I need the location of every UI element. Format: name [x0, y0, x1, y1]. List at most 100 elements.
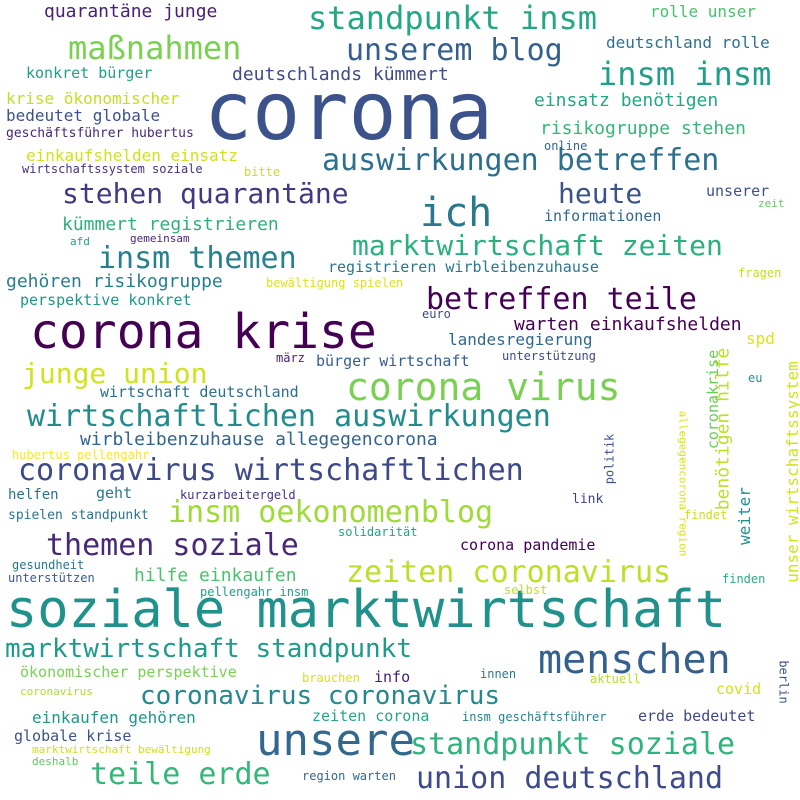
cloud-word: coronavirus coronavirus	[140, 681, 501, 711]
cloud-word: berlin	[776, 660, 791, 704]
cloud-word: auswirkungen betreffen	[322, 143, 720, 178]
cloud-word: union deutschland	[416, 761, 724, 796]
cloud-word: wirbleibenzuhause allegegencorona	[80, 429, 438, 450]
cloud-word: region warten	[302, 769, 396, 783]
cloud-word: online	[544, 139, 588, 153]
cloud-word: afd	[70, 235, 90, 248]
cloud-word: gehören risikogruppe	[6, 271, 223, 292]
cloud-word: unserem blog	[346, 33, 563, 68]
cloud-word: unterstützung	[502, 349, 596, 363]
cloud-word: corona krise	[30, 304, 377, 360]
cloud-word: gesundheit	[12, 558, 85, 572]
cloud-word: corona pandemie	[460, 536, 596, 554]
cloud-word: einkaufshelden einsatz	[26, 146, 238, 165]
cloud-word: standpunkt soziale	[410, 727, 736, 762]
cloud-word: unserer	[706, 182, 770, 200]
cloud-word: quarantäne junge	[44, 1, 218, 22]
cloud-word: kurzarbeitergeld	[180, 488, 296, 502]
cloud-word: marktwirtschaft bewältigung	[32, 743, 211, 756]
cloud-word: link	[572, 492, 604, 507]
cloud-word: zeit	[758, 197, 785, 210]
cloud-word: teile erde	[90, 757, 271, 792]
cloud-word: standpunkt insm	[308, 0, 597, 37]
cloud-word: corona virus	[346, 365, 621, 409]
cloud-word: pellengahr insm	[200, 585, 309, 599]
cloud-word: zeiten corona	[312, 707, 430, 725]
cloud-word: landesregierung	[448, 330, 593, 349]
cloud-word: bürger wirtschaft	[316, 352, 470, 370]
cloud-word: info	[374, 668, 411, 686]
cloud-word: fragen	[738, 266, 782, 280]
cloud-word: krise ökonomischer	[6, 89, 180, 108]
cloud-word: spd	[746, 329, 775, 348]
cloud-word: heute	[558, 177, 643, 210]
cloud-word: informationen	[544, 207, 662, 225]
cloud-word: insm themen	[98, 241, 297, 276]
cloud-word: einkaufen gehören	[32, 708, 196, 727]
cloud-word: deutschland rolle	[606, 33, 770, 52]
cloud-word: risikogruppe stehen	[540, 118, 746, 139]
cloud-word: maßnahmen	[68, 29, 242, 67]
cloud-word: hubertus pellengahr	[12, 448, 150, 462]
cloud-word: weiter	[734, 487, 754, 545]
cloud-word: märz	[276, 351, 305, 365]
cloud-word: hilfe einkaufen	[134, 565, 297, 586]
cloud-word: unterstützen	[8, 571, 95, 585]
cloud-word: betreffen teile	[426, 282, 697, 317]
cloud-word: solidarität	[338, 525, 418, 539]
cloud-word: kümmert registrieren	[62, 214, 279, 235]
cloud-word: warten einkaufshelden	[514, 314, 742, 335]
cloud-word: deutschlands kümmert	[232, 64, 449, 85]
cloud-word: politik	[602, 433, 617, 485]
cloud-word: insm geschäftsführer	[462, 710, 607, 724]
cloud-word: insm insm	[598, 55, 772, 93]
cloud-word: eu	[748, 371, 763, 385]
cloud-word: marktwirtschaft standpunkt	[5, 634, 412, 664]
cloud-word: bitte	[244, 165, 281, 179]
cloud-word: geschäftsführer hubertus	[6, 126, 194, 141]
cloud-word: wirtschaft deutschland	[100, 383, 299, 401]
cloud-word: selbst	[504, 583, 548, 597]
cloud-word: coronakrise	[704, 349, 723, 450]
cloud-word: unsere	[256, 715, 415, 766]
cloud-word: wirtschaftssystem soziale	[22, 162, 203, 176]
cloud-word: wirtschaftlichen auswirkungen	[27, 399, 551, 434]
cloud-word: konkret bürger	[26, 64, 153, 82]
cloud-word: ich	[420, 190, 493, 236]
cloud-word: perspektive konkret	[20, 291, 192, 309]
cloud-word: coronavirus	[20, 685, 93, 698]
cloud-word: junge union	[22, 357, 208, 390]
cloud-word: corona	[204, 65, 493, 158]
cloud-word: helfen	[8, 487, 59, 503]
cloud-word: brauchen	[302, 671, 360, 685]
cloud-word: finden	[722, 572, 766, 586]
cloud-word: allegegencorona region	[676, 410, 690, 557]
cloud-word: findet	[684, 508, 728, 522]
cloud-word: gemeinsam	[130, 232, 190, 245]
cloud-word: bedeutet globale	[6, 106, 161, 125]
cloud-word: registrieren wirbleibenzuhause	[328, 258, 599, 276]
cloud-word: zeiten coronavirus	[346, 555, 672, 590]
cloud-word: stehen quarantäne	[62, 177, 349, 210]
cloud-word: bewältigung spielen	[266, 276, 404, 290]
cloud-word: marktwirtschaft zeiten	[352, 229, 723, 262]
cloud-word: aktuell	[590, 672, 641, 686]
cloud-word: globale krise	[14, 727, 132, 745]
cloud-word: innen	[480, 667, 517, 681]
cloud-word: deshalb	[32, 755, 79, 768]
cloud-word: themen soziale	[46, 528, 299, 563]
cloud-word: geht	[96, 484, 133, 502]
cloud-word: ökonomischer perspektive	[20, 663, 237, 681]
cloud-word: insm oekonomenblog	[168, 495, 494, 530]
cloud-word: spielen standpunkt	[8, 508, 149, 523]
cloud-word: soziale marktwirtschaft	[6, 580, 727, 640]
cloud-word: erde bedeutet	[638, 707, 756, 725]
cloud-word: einsatz benötigen	[534, 90, 719, 111]
cloud-word: covid	[716, 680, 762, 698]
cloud-word: coronavirus wirtschaftlichen	[18, 453, 524, 488]
cloud-word: euro	[422, 307, 451, 321]
cloud-word: menschen	[538, 637, 731, 683]
cloud-word: unser wirtschaftssystem	[782, 361, 800, 583]
cloud-word: rolle unser	[650, 2, 756, 21]
